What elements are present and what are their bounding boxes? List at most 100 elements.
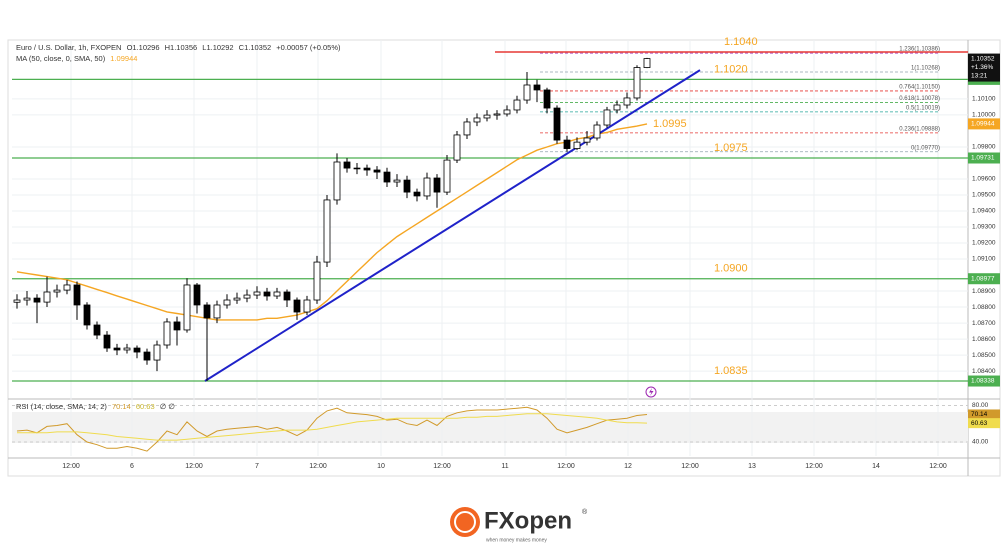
x-tick-label: 14	[872, 463, 880, 470]
candle-body	[293, 299, 301, 313]
y-tick-label: 1.09500	[972, 192, 996, 199]
candle-body	[603, 109, 611, 126]
y-tick-label: 1.08700	[972, 320, 996, 327]
candle-body	[153, 344, 161, 361]
ma-line	[16, 123, 648, 321]
rsi-ma-value: 60.63	[135, 402, 155, 411]
candle-body	[73, 284, 81, 306]
x-tick-label: 12:00	[309, 463, 327, 470]
y-tick-label: 1.08600	[972, 336, 996, 343]
candle-body	[13, 299, 21, 303]
event-icon-bolt	[649, 388, 654, 396]
annotation: 1.0995	[653, 118, 687, 130]
logo: FXopen ® when money makes money	[450, 507, 588, 543]
candle-body	[453, 134, 461, 161]
candle-body	[63, 284, 71, 291]
fib-label: 0.764(1.10150)	[899, 84, 940, 90]
ma-axis-label: 1.09944	[971, 121, 995, 128]
candle-body	[163, 321, 171, 346]
candle-body	[543, 89, 551, 109]
candle-body	[243, 294, 251, 299]
y-tick-label: 1.08800	[972, 304, 996, 311]
ohlc-value: 1.10296	[132, 43, 160, 52]
candle-body	[523, 84, 531, 101]
price-box-change: +1.36%	[971, 64, 993, 71]
candle-body	[623, 97, 631, 106]
candle-body	[313, 261, 321, 301]
ohlc-label: H	[164, 43, 171, 52]
level-label: 1.0975	[714, 142, 748, 154]
candle-body	[373, 169, 381, 173]
candle-body	[463, 121, 471, 136]
candle-body	[613, 104, 621, 111]
ohlc-value: 1.10292	[206, 43, 234, 52]
candle-body	[93, 324, 101, 336]
brand: FXopen	[484, 507, 572, 534]
x-tick-label: 10	[377, 463, 385, 470]
candle-body	[633, 67, 641, 99]
y-tick-label: 1.10100	[972, 96, 996, 103]
price-box-countdown: 13:21	[971, 72, 988, 79]
level-axis-box	[968, 273, 1000, 285]
y-tick-label: 1.09100	[972, 256, 996, 263]
tagline: when money makes money	[486, 537, 547, 543]
ohlc-label: C	[238, 43, 245, 52]
candle-body	[383, 171, 391, 183]
candle-body	[303, 299, 311, 313]
candle-body	[193, 284, 201, 306]
x-tick-label: 12:00	[805, 463, 823, 470]
candle-body	[583, 137, 591, 143]
candle-body	[413, 191, 421, 197]
rsi-value: 70.14	[111, 402, 131, 411]
x-tick-label: 12:00	[62, 463, 80, 470]
y-tick-label: 1.08900	[972, 288, 996, 295]
ohlc-value: 1.10352	[244, 43, 272, 52]
y-tick-label: 1.08400	[972, 368, 996, 375]
ma-legend: MA (50, close, 0, SMA, 50) 1.09944	[16, 54, 140, 63]
candle-body	[133, 347, 141, 353]
x-tick-label: 12:00	[557, 463, 575, 470]
y-tick-label: 1.09300	[972, 224, 996, 231]
candle-body	[263, 291, 271, 297]
level-axis-label: 1.08338	[971, 378, 995, 385]
candle-body	[253, 291, 261, 296]
level-axis-label: 1.09731	[971, 155, 995, 162]
fib-label: 0(1.09770)	[911, 145, 940, 151]
rsi-axis-label: 60.63	[971, 420, 988, 427]
rsi-extra: ∅ ∅	[159, 402, 175, 411]
y-tick-label: 1.09200	[972, 240, 996, 247]
ohlc-label: L	[202, 43, 207, 52]
candle-body	[403, 179, 411, 193]
level-axis-box	[968, 375, 1000, 387]
x-tick-label: 12:00	[681, 463, 699, 470]
price-box	[968, 53, 1000, 82]
fib-label: 1(1.10268)	[911, 66, 940, 72]
rsi-axis-box	[968, 418, 1000, 429]
candle-body	[423, 177, 431, 197]
level-label: 1.1020	[714, 63, 748, 75]
candle-body	[183, 284, 191, 331]
candle-body	[483, 114, 491, 119]
rsi-axis-label: 70.14	[971, 411, 988, 418]
candle-body	[593, 124, 601, 139]
level-label: 1.0835	[714, 365, 748, 377]
y-tick-label: 1.09400	[972, 208, 996, 215]
candle-body	[43, 291, 51, 303]
x-tick-label: 11	[501, 463, 508, 470]
candle-body	[213, 304, 221, 319]
candle-body	[323, 199, 331, 263]
rsi-axis-box	[968, 409, 1000, 420]
candle-body	[473, 117, 481, 123]
candle-body	[493, 113, 501, 116]
rsi-name: RSI (14, close, SMA, 14, 2)	[16, 402, 107, 411]
candle-body	[433, 177, 441, 193]
level-axis-box	[968, 152, 1000, 164]
candle-body	[503, 109, 511, 115]
candle-body	[123, 347, 131, 351]
x-tick-label: 12	[624, 463, 632, 470]
rsi-legend: RSI (14, close, SMA, 14, 2) 70.14 60.63 …	[16, 402, 178, 411]
level-label: 1.1040	[724, 36, 758, 48]
candle-body	[113, 347, 121, 351]
